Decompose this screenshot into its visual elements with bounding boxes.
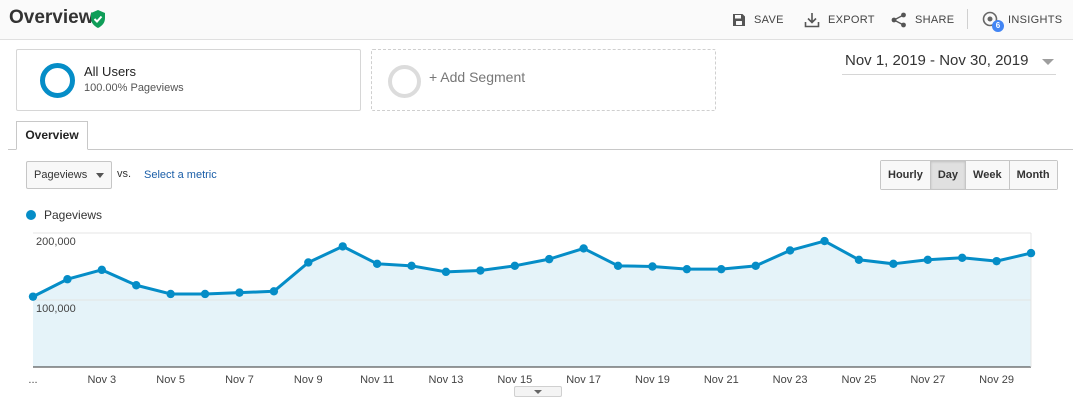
data-point [476, 266, 485, 275]
data-point [63, 275, 72, 284]
segment-subtitle: 100.00% Pageviews [84, 82, 184, 94]
series-line [32, 239, 1032, 298]
legend-dot-icon [26, 210, 36, 220]
insights-label: INSIGHTS [1008, 14, 1063, 26]
y-tick-label: 100,000 [36, 303, 76, 315]
page-title: Overview [9, 7, 94, 28]
x-tick-label: Nov 23 [773, 374, 808, 386]
share-button[interactable]: SHARE [891, 10, 954, 30]
segment-all-users[interactable]: All Users 100.00% Pageviews [16, 49, 361, 111]
x-tick-label: Nov 3 [87, 374, 116, 386]
data-point [132, 281, 141, 290]
data-point [510, 261, 519, 271]
y-tick-label: 200,000 [36, 236, 76, 248]
segment-title: All Users [84, 64, 137, 79]
data-point [751, 261, 760, 271]
date-range-text: Nov 1, 2019 - Nov 30, 2019 [845, 52, 1029, 69]
data-point [682, 264, 692, 274]
chart-expand-handle[interactable] [514, 386, 562, 397]
x-tick-label: Nov 13 [429, 374, 464, 386]
metric-select[interactable]: Pageviews [26, 161, 112, 189]
export-button[interactable]: EXPORT [804, 10, 875, 30]
data-point [854, 255, 864, 264]
insights-icon [982, 11, 998, 27]
chart-legend: Pageviews [26, 208, 102, 222]
tab-overview[interactable]: Overview [16, 121, 88, 150]
x-tick-label: ... [28, 374, 37, 386]
insights-button[interactable]: INSIGHTS [982, 10, 1062, 30]
data-point [785, 246, 795, 255]
data-point [717, 264, 726, 274]
save-label: SAVE [754, 14, 784, 26]
add-segment-button[interactable]: + Add Segment [371, 49, 716, 111]
metric-select-value: Pageviews [34, 169, 88, 181]
x-tick-label: Nov 15 [497, 374, 532, 386]
vs-label: vs. [117, 168, 132, 180]
data-point [923, 255, 932, 264]
x-tick-label: Nov 7 [225, 374, 254, 386]
data-point [957, 253, 967, 262]
share-icon [891, 12, 906, 28]
x-tick-label: Nov 29 [979, 374, 1014, 386]
x-tick-label: Nov 5 [156, 374, 185, 386]
granularity-week-button[interactable]: Week [966, 161, 1010, 189]
series-area-fill [33, 241, 1031, 367]
data-point [441, 267, 451, 277]
data-point [820, 236, 829, 246]
x-tick-label: Nov 9 [294, 374, 323, 386]
select-metric-link[interactable]: Select a metric [144, 169, 217, 181]
data-point [166, 289, 175, 299]
floppy-disk-icon [733, 14, 745, 26]
data-point [235, 288, 244, 297]
chevron-down-icon [1042, 59, 1054, 65]
report-header: Overview SAVE EXPORT SHARE [0, 0, 1073, 40]
x-tick-label: Nov 19 [635, 374, 670, 386]
data-point [648, 262, 657, 271]
save-button[interactable]: SAVE [732, 10, 784, 30]
data-point [579, 244, 588, 253]
x-tick-label: Nov 17 [566, 374, 601, 386]
data-point [304, 258, 313, 267]
segment-ring-icon [40, 63, 75, 98]
data-point [545, 254, 554, 264]
toolbar-divider [967, 9, 968, 29]
export-label: EXPORT [828, 14, 875, 26]
insights-count-badge: 6 [992, 20, 1004, 32]
data-point [97, 265, 107, 275]
data-point [889, 259, 898, 269]
chevron-down-icon [534, 390, 542, 394]
x-tick-label: Nov 25 [842, 374, 877, 386]
x-tick-label: Nov 27 [910, 374, 945, 386]
empty-segment-ring-icon [388, 65, 421, 98]
tab-strip-border [8, 149, 1073, 150]
data-point [613, 261, 623, 271]
data-point [338, 242, 347, 251]
data-point [200, 289, 210, 299]
x-tick-label: Nov 21 [704, 374, 739, 386]
share-label: SHARE [915, 14, 955, 26]
data-point [407, 261, 416, 271]
data-point [992, 256, 1001, 266]
pageviews-chart: 200,000 100,000... Nov 3 Nov 5 Nov 7 Nov 9 Nov… [28, 232, 1036, 386]
data-point [28, 292, 38, 301]
shield-check-icon [91, 10, 105, 28]
date-range-picker[interactable]: Nov 1, 2019 - Nov 30, 2019 [842, 49, 1056, 75]
legend-series-label: Pageviews [44, 208, 103, 222]
add-segment-label: + Add Segment [429, 69, 526, 85]
granularity-day-button[interactable]: Day [930, 161, 967, 189]
granularity-month-button[interactable]: Month [1009, 161, 1057, 189]
download-icon [804, 13, 820, 28]
granularity-hourly-button[interactable]: Hourly [881, 161, 931, 189]
granularity-toggle: Hourly Day Week Month [880, 160, 1058, 190]
data-point [1026, 248, 1036, 258]
data-point [372, 259, 382, 269]
x-tick-label: Nov 11 [360, 374, 394, 386]
data-point [269, 287, 279, 296]
chevron-down-icon [96, 173, 104, 178]
